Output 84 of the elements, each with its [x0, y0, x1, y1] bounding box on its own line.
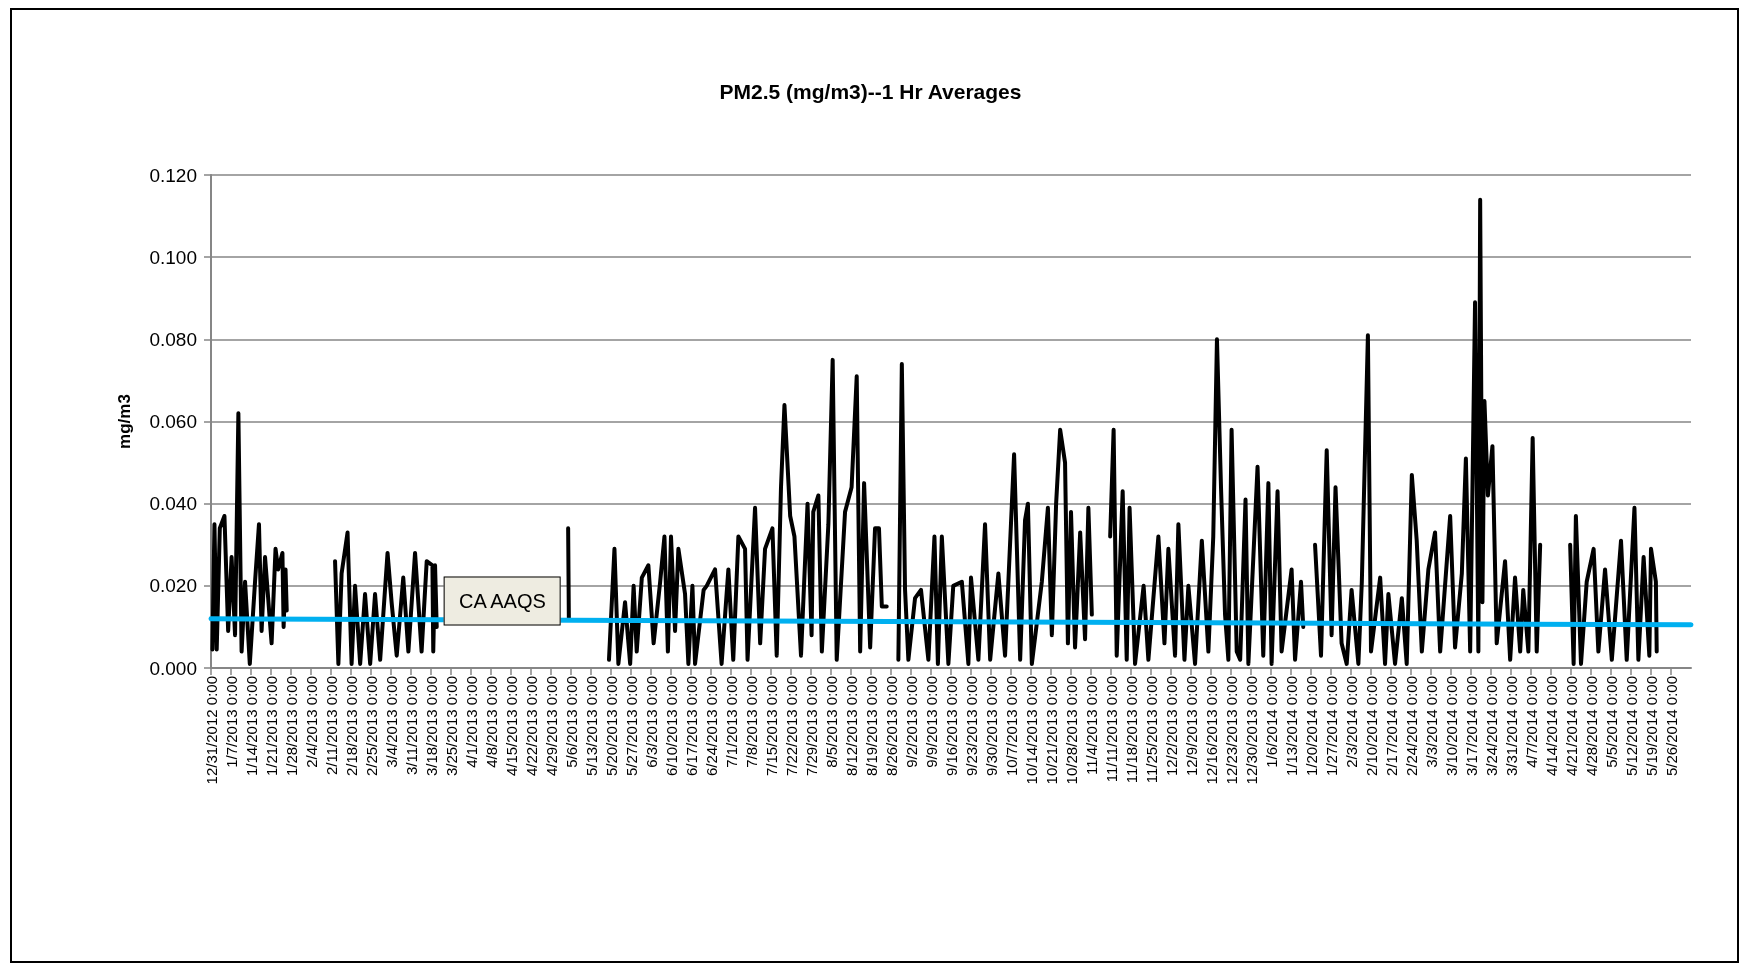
x-tick-label: 2/4/2013 0:00	[302, 676, 320, 768]
y-tick-label: 0.100	[149, 246, 197, 268]
label-box: CA AAQS	[444, 576, 561, 626]
x-tick-label: 5/5/2014 0:00	[1602, 676, 1620, 768]
x-tick-label: 5/20/2013 0:00	[602, 676, 620, 777]
x-tick-label: 2/11/2013 0:00	[322, 676, 340, 775]
x-tick-label: 1/13/2014 0:00	[1282, 676, 1300, 777]
x-tick-label: 7/29/2013 0:00	[802, 676, 820, 777]
x-tick-label: 10/14/2013 0:00	[1022, 676, 1040, 785]
x-tick-label: 1/7/2013 0:00	[222, 676, 240, 768]
x-tick-label: 3/18/2013 0:00	[422, 676, 440, 777]
x-tick-label: 3/4/2013 0:00	[382, 676, 400, 768]
y-tick-label: 0.120	[149, 164, 197, 186]
x-tick-label: 6/17/2013 0:00	[682, 676, 700, 777]
x-tick-label: 2/18/2013 0:00	[342, 676, 360, 777]
x-tick-label: 4/1/2013 0:00	[462, 676, 480, 768]
y-tick-label: 0.020	[149, 575, 197, 597]
x-tick-label: 7/8/2013 0:00	[742, 676, 760, 768]
x-tick-label: 10/21/2013 0:00	[1042, 676, 1060, 785]
x-tick-label: 2/17/2014 0:00	[1382, 676, 1400, 777]
x-tick-label: 5/19/2014 0:00	[1642, 676, 1660, 777]
x-tick-label: 4/8/2013 0:00	[482, 676, 500, 768]
x-tick-label: 8/5/2013 0:00	[822, 676, 840, 768]
x-tick-label: 5/26/2014 0:00	[1662, 676, 1680, 777]
x-tick-label: 9/9/2013 0:00	[922, 676, 940, 768]
x-tick-label: 5/27/2013 0:00	[622, 676, 640, 777]
x-tick-label: 12/16/2013 0:00	[1202, 676, 1220, 785]
x-tick-label: 6/3/2013 0:00	[642, 676, 660, 768]
x-tick-label: 3/31/2014 0:00	[1502, 676, 1520, 777]
x-tick-label: 4/22/2013 0:00	[522, 676, 540, 777]
x-tick-label: 5/12/2014 0:00	[1622, 676, 1640, 777]
y-tick-label: 0.000	[149, 657, 197, 679]
x-tick-label: 3/24/2014 0:00	[1482, 676, 1500, 777]
x-tick-label: 4/21/2014 0:00	[1562, 676, 1580, 777]
y-tick-label: 0.080	[149, 328, 197, 350]
x-tick-label: 8/26/2013 0:00	[882, 676, 900, 777]
y-axis-title: mg/m3	[115, 394, 134, 449]
x-tick-label: 4/14/2014 0:00	[1542, 676, 1560, 777]
chart-title: PM2.5 (mg/m3)--1 Hr Averages	[719, 80, 1022, 103]
x-tick-label: 11/18/2013 0:00	[1122, 676, 1140, 784]
y-tick-label: 0.060	[149, 411, 197, 432]
x-tick-label: 4/7/2014 0:00	[1522, 676, 1540, 768]
x-tick-label: 1/21/2013 0:00	[262, 676, 280, 777]
x-tick-label: 6/24/2013 0:00	[702, 676, 720, 777]
x-tick-label: 1/14/2013 0:00	[242, 676, 260, 777]
x-tick-label: 10/7/2013 0:00	[1002, 676, 1020, 777]
x-tick-label: 9/2/2013 0:00	[902, 676, 920, 768]
x-tick-label: 9/16/2013 0:00	[942, 676, 960, 777]
x-tick-label: 8/19/2013 0:00	[862, 676, 880, 777]
x-tick-label: 10/28/2013 0:00	[1062, 676, 1080, 785]
x-tick-label: 3/10/2014 0:00	[1442, 676, 1460, 777]
x-tick-label: 3/17/2014 0:00	[1462, 676, 1480, 777]
x-tick-label: 3/25/2013 0:00	[442, 676, 460, 777]
x-tick-label: 4/15/2013 0:00	[502, 676, 520, 777]
x-tick-label: 5/13/2013 0:00	[582, 676, 600, 777]
x-tick-label: 7/22/2013 0:00	[782, 676, 800, 777]
x-tick-label: 2/24/2014 0:00	[1402, 676, 1420, 777]
x-tick-label: 6/10/2013 0:00	[662, 676, 680, 777]
x-tick-label: 3/11/2013 0:00	[402, 676, 420, 775]
x-tick-label: 9/30/2013 0:00	[982, 676, 1000, 777]
x-tick-label: 8/12/2013 0:00	[842, 676, 860, 777]
x-tick-label: 9/23/2013 0:00	[962, 676, 980, 777]
x-tick-label: 12/9/2013 0:00	[1182, 676, 1200, 777]
x-tick-label: 11/11/2013 0:00	[1102, 676, 1120, 783]
x-tick-label: 11/4/2013 0:00	[1082, 676, 1100, 775]
x-tick-label: 7/15/2013 0:00	[762, 676, 780, 777]
x-tick-label: 2/25/2013 0:00	[362, 676, 380, 777]
x-tick-label: 12/31/2012 0:00	[202, 676, 220, 785]
x-tick-label: 1/20/2014 0:00	[1302, 676, 1320, 777]
x-tick-label: 4/29/2013 0:00	[542, 676, 560, 777]
x-tick-label: 12/30/2013 0:00	[1242, 676, 1260, 785]
x-tick-label: 2/10/2014 0:00	[1362, 676, 1380, 777]
x-tick-label: 4/28/2014 0:00	[1582, 676, 1600, 777]
x-tick-label: 1/6/2014 0:00	[1262, 676, 1280, 768]
y-tick-label: 0.040	[149, 493, 197, 515]
x-tick-label: 12/23/2013 0:00	[1222, 676, 1240, 785]
x-tick-label: 12/2/2013 0:00	[1162, 676, 1180, 777]
x-tick-label: 1/27/2014 0:00	[1322, 676, 1340, 777]
x-tick-label: 2/3/2014 0:00	[1342, 676, 1360, 768]
x-tick-label: 1/28/2013 0:00	[282, 676, 300, 777]
x-tick-label: 3/3/2014 0:00	[1422, 676, 1440, 768]
x-tick-label: 7/1/2013 0:00	[722, 676, 740, 768]
x-tick-label: 5/6/2013 0:00	[562, 676, 580, 768]
x-tick-label: 11/25/2013 0:00	[1142, 676, 1160, 784]
